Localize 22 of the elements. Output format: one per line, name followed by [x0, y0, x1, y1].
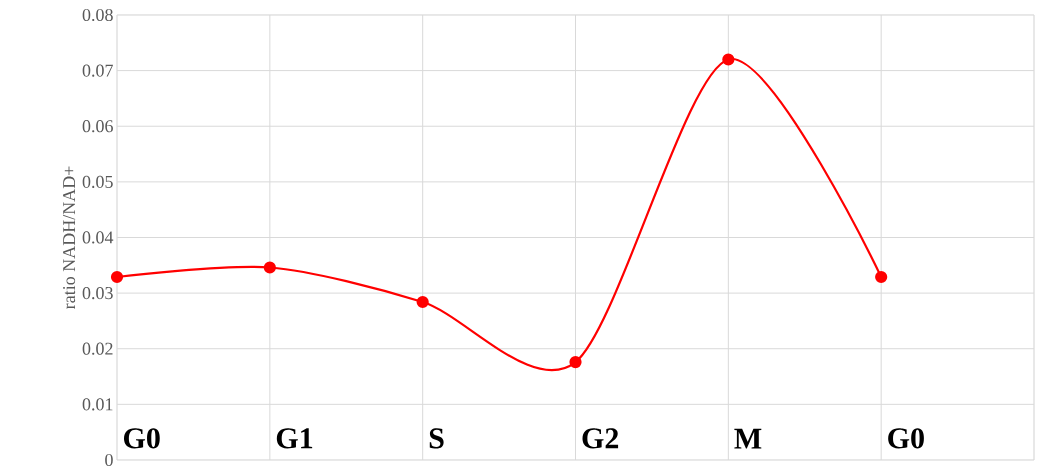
y-tick-label: 0.07 — [82, 64, 113, 77]
y-tick-label: 0.02 — [82, 342, 113, 355]
y-tick-label: 0.05 — [82, 175, 113, 188]
point — [722, 53, 735, 66]
x-tick-label: G0 — [124, 428, 160, 449]
point — [875, 270, 888, 284]
point — [569, 355, 582, 369]
point — [263, 261, 276, 274]
y-axis-title: ratio NADH/NAD+ — [63, 166, 76, 309]
y-tick-label: 0.08 — [82, 8, 113, 22]
x-tick-label: G2 — [582, 428, 619, 449]
y-tick-label: 0 — [105, 453, 113, 467]
y-tick-label: 0.01 — [82, 398, 113, 411]
y-tick-label: 0.03 — [82, 287, 113, 300]
x-tick-label: S — [429, 428, 444, 449]
y-tick-label: 0.06 — [82, 120, 113, 133]
x-tick-label: G0 — [888, 428, 924, 449]
point — [110, 270, 124, 284]
y-tick-label: 0.04 — [82, 231, 114, 244]
point — [416, 295, 429, 309]
x-tick-label: G1 — [276, 428, 313, 449]
x-tick-label: M — [734, 428, 762, 449]
